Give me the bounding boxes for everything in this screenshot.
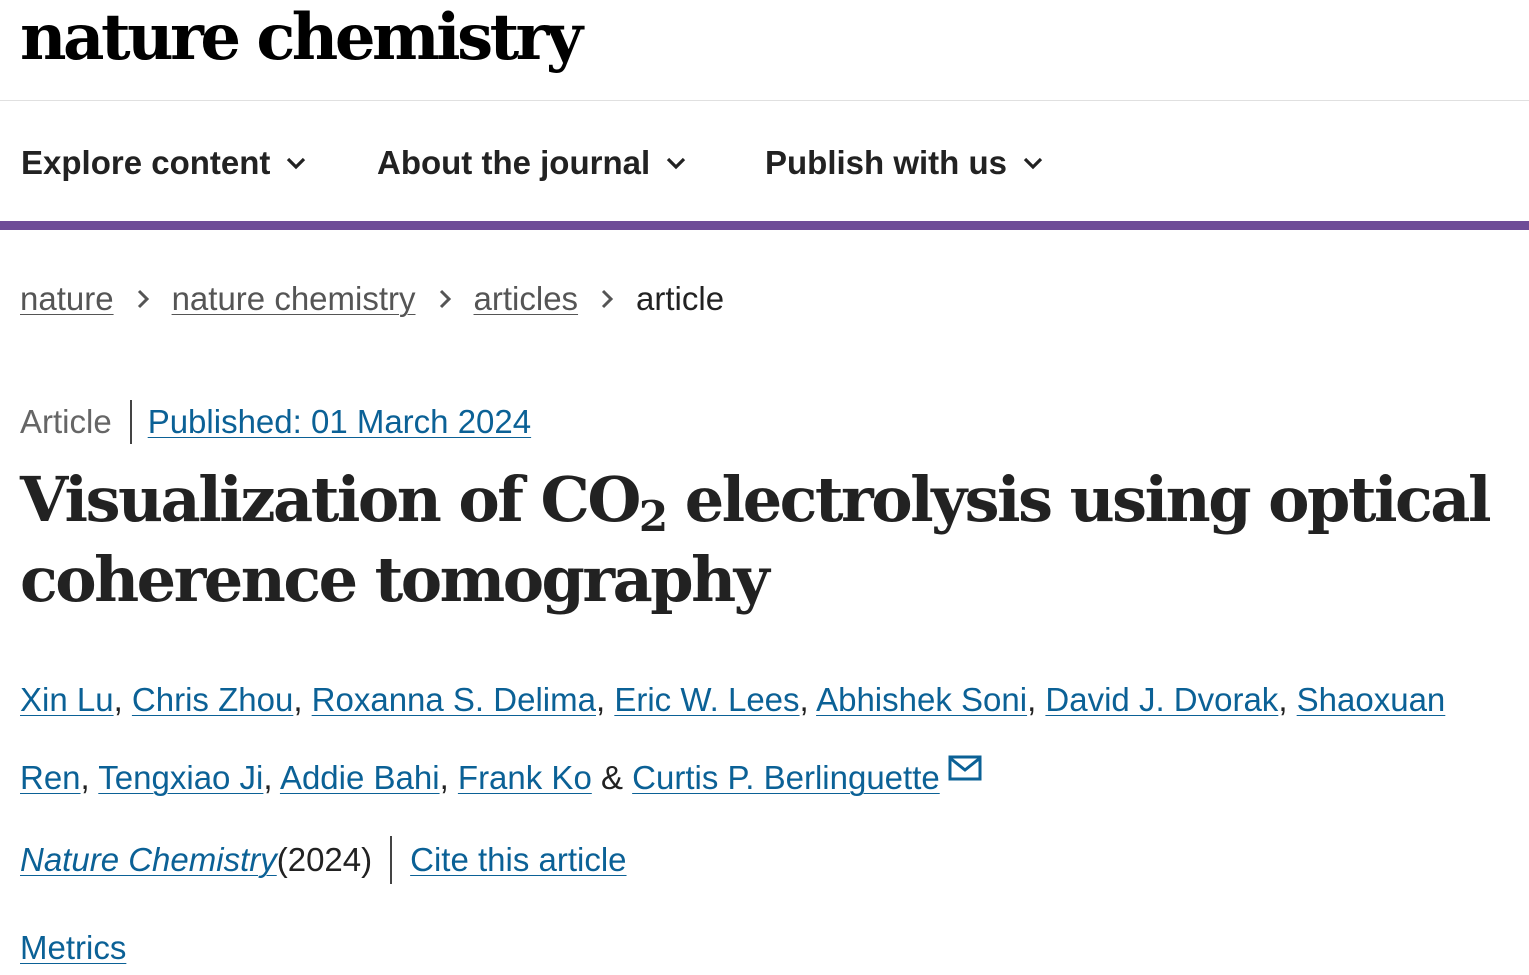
nav-about-journal[interactable]: About the journal xyxy=(377,143,686,183)
envelope-icon[interactable] xyxy=(948,735,982,805)
author-separator: , xyxy=(263,759,280,796)
article-type: Article xyxy=(20,403,112,440)
published-date-link[interactable]: Published: 01 March 2024 xyxy=(147,403,532,440)
metrics-link[interactable]: Metrics xyxy=(20,929,127,966)
author-separator: , xyxy=(293,681,312,718)
nav-item-label: About the journal xyxy=(377,144,651,181)
author-link[interactable]: Xin Lu xyxy=(20,681,114,718)
author-link[interactable]: Tengxiao Ji xyxy=(98,759,264,796)
title-text: Visualization of CO xyxy=(20,463,641,536)
author-separator: , xyxy=(113,681,132,718)
breadcrumb-nature-chemistry[interactable]: nature chemistry xyxy=(171,280,416,317)
author-separator: , xyxy=(1027,681,1046,718)
chevron-down-icon xyxy=(1023,157,1043,170)
chevron-right-icon xyxy=(600,288,614,310)
nav-publish-with-us[interactable]: Publish with us xyxy=(765,143,1043,183)
journal-name-link[interactable]: Nature Chemistry xyxy=(20,838,277,882)
author-separator: , xyxy=(439,759,458,796)
breadcrumb-current: article xyxy=(636,280,725,317)
chevron-right-icon xyxy=(438,288,452,310)
nav-explore-content[interactable]: Explore content xyxy=(21,143,306,183)
journal-logo[interactable]: nature chemistry xyxy=(20,0,583,75)
author-separator: & xyxy=(591,759,633,796)
chevron-down-icon xyxy=(287,157,306,170)
author-separator: , xyxy=(799,681,817,718)
chevron-down-icon xyxy=(667,157,686,170)
author-link[interactable]: Addie Bahi xyxy=(279,759,440,796)
author-list: Xin Lu, Chris Zhou, Roxanna S. Delima, E… xyxy=(20,665,1500,813)
divider xyxy=(129,400,132,444)
journal-citation-line: Nature Chemistry (2024) Cite this articl… xyxy=(20,836,627,884)
author-separator: , xyxy=(80,759,99,796)
article-meta: Article Published: 01 March 2024 xyxy=(20,400,531,444)
title-text: electrolysis using optical coherence tom… xyxy=(20,463,1492,616)
metrics-section: Metrics xyxy=(20,926,126,970)
nav-item-label: Explore content xyxy=(21,144,271,181)
author-link[interactable]: Eric W. Lees xyxy=(614,681,800,718)
author-link[interactable]: Frank Ko xyxy=(457,759,592,796)
author-separator: , xyxy=(595,681,615,718)
author-link[interactable]: Abhishek Soni xyxy=(816,681,1028,718)
title-subscript: 2 xyxy=(638,492,668,541)
chevron-right-icon xyxy=(136,288,150,310)
author-link[interactable]: Shaoxuan Ren xyxy=(20,681,1446,796)
cite-this-article-link[interactable]: Cite this article xyxy=(410,841,627,878)
breadcrumb-articles[interactable]: articles xyxy=(473,280,579,317)
article-title: Visualization of CO2 electrolysis using … xyxy=(20,460,1510,620)
author-link[interactable]: Curtis P. Berlinguette xyxy=(632,759,940,796)
author-link[interactable]: David J. Dvorak xyxy=(1045,681,1279,718)
breadcrumb-nature[interactable]: nature xyxy=(20,280,114,317)
site-header: nature chemistry xyxy=(0,0,1529,101)
journal-name: Nature Chemistry xyxy=(20,841,277,878)
nav-item-label: Publish with us xyxy=(765,144,1008,181)
author-link[interactable]: Roxanna S. Delima xyxy=(311,681,596,718)
author-link[interactable]: Chris Zhou xyxy=(131,681,294,718)
main-nav: Explore content About the journal Publis… xyxy=(0,101,1529,230)
journal-year: (2024) xyxy=(276,841,373,878)
divider xyxy=(390,836,393,884)
author-separator: , xyxy=(1278,681,1297,718)
breadcrumb: nature nature chemistry articles article xyxy=(20,278,724,320)
